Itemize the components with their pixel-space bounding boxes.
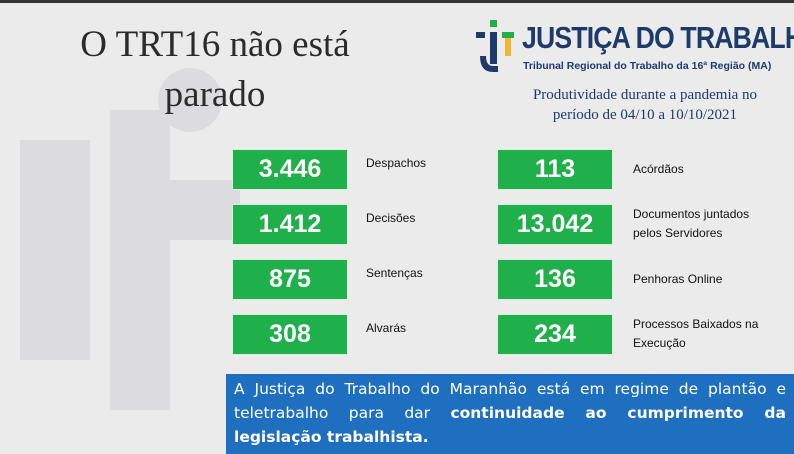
logo-icon	[476, 20, 514, 72]
stat-label-line: Decisões	[366, 210, 416, 225]
stat-label-line: Alvarás	[366, 320, 407, 335]
stat-value: 3.446	[232, 149, 348, 190]
top-bar	[0, 0, 794, 3]
stat-label-line: Processos Baixados na	[633, 317, 759, 331]
stat-label-line: Documentos juntados	[633, 207, 750, 221]
brand-subtitle: Tribunal Regional do Trabalho da 16ª Reg…	[523, 60, 772, 72]
stat-label: Processos Baixados na Execução	[633, 315, 758, 353]
watermark	[20, 68, 240, 410]
footer-text: A Justiça do Trabalho do Maranhão está e…	[234, 380, 786, 422]
stat-value: 13.042	[497, 204, 613, 245]
stat-label-line: Acórdãos	[633, 161, 684, 176]
stat-value: 234	[497, 314, 613, 355]
footer: A Justiça do Trabalho do Maranhão está e…	[226, 374, 794, 454]
stat-label-line: pelos Servidores	[633, 226, 723, 240]
title-line: O TRT16 não está	[80, 24, 350, 65]
title-line: parado	[164, 74, 266, 115]
stat-label-line: Sentenças	[366, 265, 423, 280]
stat-value: 113	[497, 149, 613, 190]
stat-value: 136	[497, 259, 613, 300]
stat-label-line: Execução	[633, 336, 686, 350]
stat-label: Acórdãos	[633, 160, 684, 179]
stat-label: Documentos juntados pelos Servidores	[633, 205, 749, 243]
footer-bold: continuidade ao cumprimento da legislaçã…	[234, 404, 786, 446]
stat-value: 875	[232, 259, 348, 300]
brand: JUSTIÇA DO TRABALHO	[522, 20, 794, 55]
stat-label-line: Despachos	[366, 155, 427, 170]
stat-label-line: Penhoras Online	[633, 271, 723, 286]
stat-label: Despachos	[366, 154, 426, 173]
subtitle: Produtividade durante a pandemia no perí…	[500, 85, 790, 125]
stat-value: 1.412	[232, 204, 348, 245]
title: O TRT16 não está parado	[40, 20, 390, 120]
subtitle-line: Produtividade durante a pandemia no	[532, 87, 758, 103]
stat-label: Sentenças	[366, 264, 423, 283]
stat-label: Penhoras Online	[633, 270, 722, 289]
stat-label: Alvarás	[366, 319, 406, 338]
subtitle-line: período de 04/10 a 10/10/2021	[552, 107, 738, 123]
stat-label: Decisões	[366, 209, 415, 228]
stat-value: 308	[232, 314, 348, 355]
